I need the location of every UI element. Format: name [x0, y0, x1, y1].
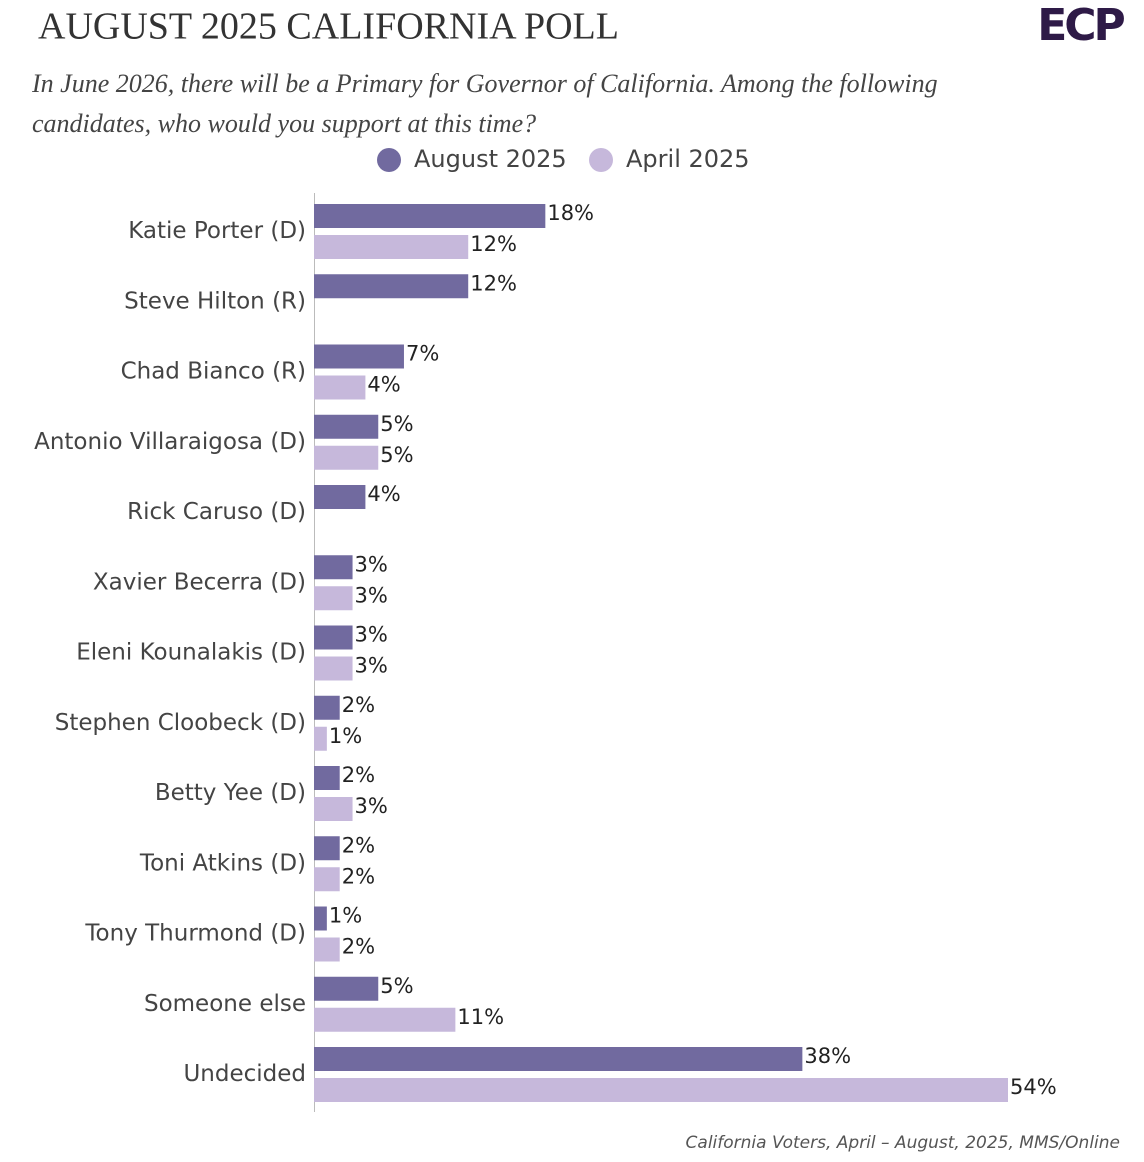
legend-label: April 2025	[626, 145, 750, 173]
data-label: 1%	[329, 904, 362, 928]
data-label: 5%	[380, 974, 413, 998]
bar	[314, 375, 366, 400]
bar	[314, 766, 340, 790]
bar	[314, 976, 379, 1001]
bar	[314, 555, 353, 580]
data-label: 2%	[342, 935, 375, 959]
data-label: 3%	[355, 583, 388, 607]
y-tick-label: Katie Porter (D)	[128, 218, 306, 244]
data-label: 3%	[355, 552, 388, 576]
data-label: 3%	[355, 623, 388, 647]
data-label: 2%	[342, 763, 375, 787]
bar	[314, 586, 353, 611]
y-tick-label: Rick Caruso (D)	[127, 499, 306, 525]
bar	[314, 836, 340, 861]
y-tick-label: Betty Yee (D)	[155, 780, 306, 806]
bar	[314, 906, 327, 931]
data-label: 12%	[470, 271, 517, 295]
data-label: 7%	[406, 342, 439, 366]
bar	[314, 726, 327, 751]
data-label: 3%	[355, 654, 388, 678]
bar	[314, 937, 340, 962]
bar	[314, 695, 340, 720]
logo: ECP	[1037, 0, 1124, 51]
footer: California Voters, April – August, 2025,…	[686, 1133, 1120, 1153]
bar	[314, 797, 353, 821]
bar	[314, 1007, 456, 1032]
bar	[314, 625, 353, 650]
bar	[314, 445, 379, 470]
bar	[314, 656, 353, 681]
bar	[314, 1047, 803, 1071]
y-tick-label: Chad Bianco (R)	[121, 359, 306, 385]
data-label: 2%	[342, 833, 375, 857]
data-label: 12%	[470, 232, 517, 256]
data-label: 2%	[342, 864, 375, 888]
y-tick-label: Toni Atkins (D)	[139, 850, 306, 876]
legend-swatch	[377, 148, 401, 172]
y-tick-label: Xavier Becerra (D)	[93, 569, 306, 595]
bar	[314, 485, 366, 509]
data-label: 18%	[547, 201, 594, 225]
data-label: 4%	[367, 482, 400, 506]
bar	[314, 204, 546, 228]
data-label: 2%	[342, 693, 375, 717]
data-label: 4%	[367, 373, 400, 397]
chart-title: AUGUST 2025 CALIFORNIA POLL	[38, 6, 619, 48]
bar	[314, 344, 404, 369]
data-label: 54%	[1010, 1075, 1057, 1099]
bar	[314, 867, 340, 892]
bar	[314, 414, 379, 439]
data-label: 38%	[804, 1044, 851, 1068]
bar	[314, 274, 469, 299]
data-label: 5%	[380, 443, 413, 467]
bar	[314, 235, 469, 259]
data-label: 5%	[380, 412, 413, 436]
subtitle-box: In June 2026, there will be a Primary fo…	[32, 69, 938, 138]
data-label: 3%	[355, 794, 388, 818]
y-tick-label: Eleni Kounalakis (D)	[76, 640, 306, 666]
y-tick-label: Steve Hilton (R)	[124, 288, 306, 314]
data-label: 1%	[329, 724, 362, 748]
chart-subtitle: In June 2026, there will be a Primary fo…	[32, 69, 938, 138]
y-tick-label: Antonio Villaraigosa (D)	[34, 429, 306, 455]
data-label: 11%	[457, 1005, 504, 1029]
legend-label: August 2025	[414, 145, 567, 173]
y-tick-label: Tony Thurmond (D)	[84, 921, 306, 947]
y-tick-label: Stephen Cloobeck (D)	[55, 710, 306, 736]
legend-swatch	[589, 148, 613, 172]
y-tick-label: Someone else	[144, 991, 306, 1017]
bar	[314, 1078, 1008, 1102]
y-tick-label: Undecided	[183, 1061, 306, 1087]
